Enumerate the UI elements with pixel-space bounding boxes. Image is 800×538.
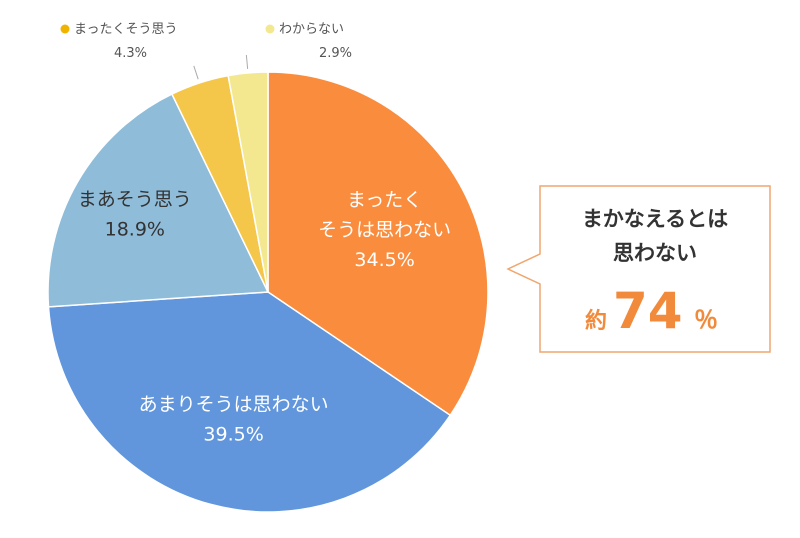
callout-prefix: 約 (585, 308, 607, 334)
callout-unit: ％ (694, 306, 718, 334)
slice-category-label: まあそう思う (78, 189, 192, 211)
slice-category-label: まったく (347, 189, 422, 211)
callout-number: 74 (613, 282, 683, 340)
pie-slice (267, 71, 489, 417)
pie-slice (47, 93, 270, 308)
legend-dot (265, 24, 275, 34)
slice-category-label: そうは思わない (318, 219, 451, 241)
slice-value-label: 4.3% (114, 46, 147, 61)
slice-category-label: あまりそうは思わない (139, 393, 329, 415)
callout-title-line2: 思わない (613, 241, 697, 265)
slice-value-label: 18.9% (105, 219, 165, 241)
callout-bubble (506, 185, 771, 353)
leader-line (193, 65, 199, 80)
legend-dot (60, 24, 70, 34)
leader-lines (193, 54, 249, 80)
callout-title-line1: まかなえるとは (582, 207, 728, 231)
slice-value-label: 2.9% (319, 46, 352, 61)
pie-slices (47, 71, 489, 513)
leader-line (245, 54, 249, 69)
slice-category-label: まったくそう思う (74, 22, 177, 37)
slice-value-label: 39.5% (203, 423, 263, 445)
pie-slice (227, 71, 269, 293)
pie-slice (47, 291, 452, 513)
slice-value-label: 34.5% (354, 249, 414, 271)
slice-category-label: わからない (279, 22, 344, 37)
